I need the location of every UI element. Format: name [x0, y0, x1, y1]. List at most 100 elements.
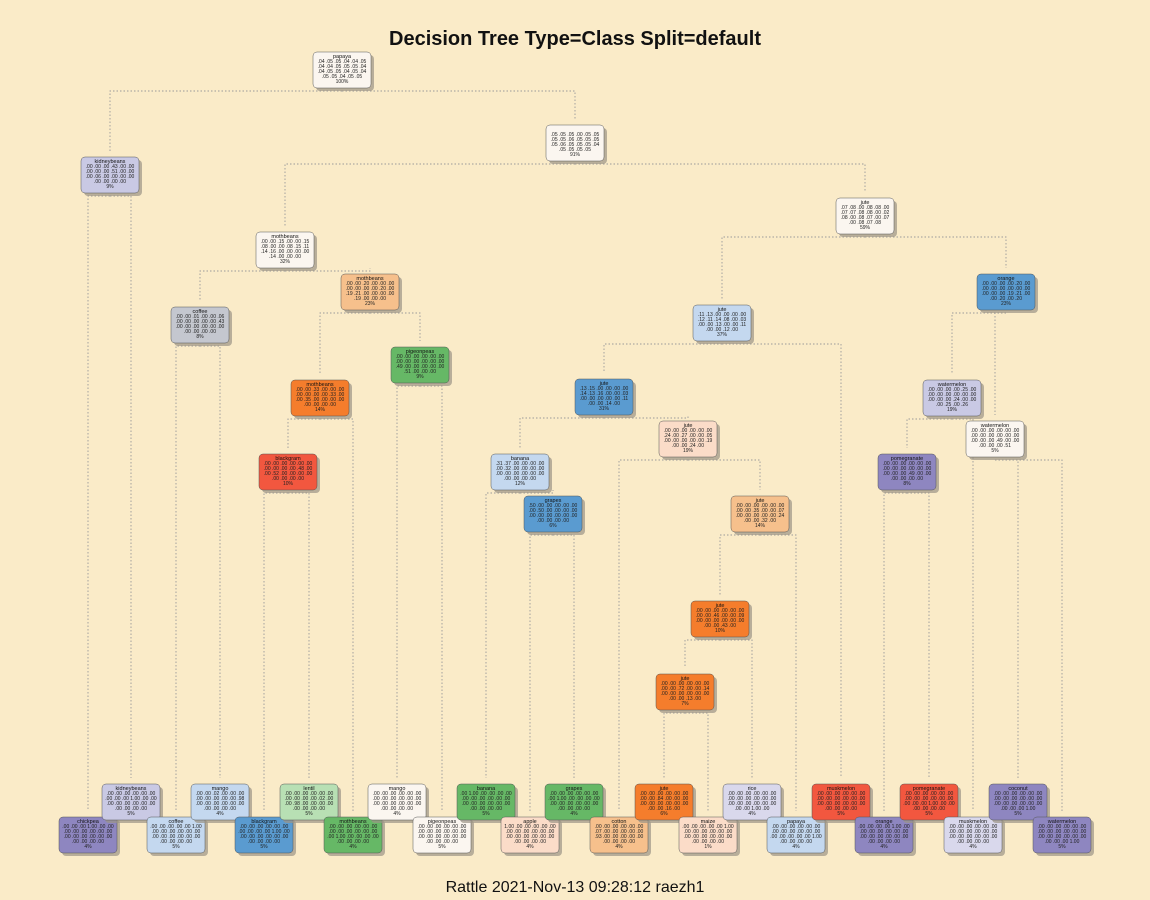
node-percent: 4% — [570, 811, 578, 817]
node-prob-row: .00 .00 .00 .00 .00 .00 — [196, 801, 245, 807]
node-box — [146, 816, 206, 854]
node-box — [500, 816, 560, 854]
node-prob-row: .00 .00 .00 .00 .00 .24 — [736, 513, 785, 519]
node-prob-row: .08 .00 .08 .07 .00 .07 — [841, 215, 890, 221]
node-prob-row: .00 .00 .33 .00 .00 .00 — [296, 387, 345, 393]
node-box — [255, 231, 315, 269]
node-class-label: orange — [875, 819, 892, 825]
tree-edge — [684, 639, 720, 668]
node-percent: 5% — [172, 844, 180, 850]
node-prob-row: .00 .00 .00 .00 — [115, 806, 147, 812]
node-box — [290, 379, 350, 417]
node-prob-row: .00 .00 .00 .00 — [381, 806, 413, 812]
node-prob-row: .00 .06 .00 .00 .00 .00 — [86, 174, 135, 180]
node-prob-row: .00 .00 .00 .00 — [337, 839, 369, 845]
node-prob-row: .00 .00 .00 .00 .00 .00 — [860, 834, 909, 840]
node-prob-row: .00 .00 .00 .00 .00 .00 — [329, 829, 378, 835]
node-prob-row: .00 .00 .43 .00 — [704, 623, 736, 629]
node-prob-row: .51 .00 .00 .00 — [404, 369, 436, 375]
node-prob-row: .14 .16 .00 .00 .00 .00 — [261, 249, 310, 255]
node-prob-row: .05 .05 .06 .05 .05 .05 — [551, 137, 600, 143]
node-box — [412, 816, 472, 854]
node-class-label: watermelon — [1047, 819, 1076, 825]
node-prob-row: .00 .00 .00 .00 .25 .00 — [928, 387, 977, 393]
node-prob-row: .04 .05 .05 .04 .04 .05 — [318, 59, 367, 65]
tree-edge — [553, 534, 575, 778]
split-node: banana.31 .37 .00 .00 .00 .00.00 .32 .00… — [490, 453, 552, 493]
split-node: jute.00 .00 .00 .00 .00 .00.24 .00 .27 .… — [658, 420, 720, 460]
leaf-node: mothbeans.00 .00 .00 .00 .00 .00.00 .00 … — [323, 816, 385, 856]
split-node: mothbeans.00 .00 .20 .00 .00 .00.00 .00 … — [340, 273, 402, 313]
node-prob-row: .00 .00 .00 .00 — [504, 476, 536, 482]
tree-edge — [995, 459, 1063, 811]
node-percent: 1% — [704, 844, 712, 850]
node-percent: 12% — [515, 481, 526, 487]
node-prob-row: .00 .00 .20 .00 .00 .00 — [346, 281, 395, 287]
tree-edge — [200, 345, 221, 778]
node-prob-row: .00 .08 .07 .08 — [849, 220, 881, 226]
node-prob-row: .00 .35 .00 .00 .00 .00 — [296, 397, 345, 403]
node-prob-row: .00 .00 .00 .00 1.00 .00 — [858, 824, 910, 830]
node-prob-row: .04 .05 .05 .04 .05 .04 — [318, 69, 367, 75]
split-node: orange.00 .00 .00 .00 .20 .00.00 .00 .00… — [976, 273, 1038, 313]
node-prob-row: .00 .00 .00 .00 .00 .00 — [817, 796, 866, 802]
node-prob-row: .31 .37 .00 .00 .00 .00 — [496, 461, 545, 467]
node-prob-row: .00 .00 .00 .00 .00 .00 — [728, 801, 777, 807]
leaf-node: kidneybeans .00 .00 .00 .00 .00 .00.00 .0… — [101, 783, 163, 823]
tree-edge — [721, 236, 865, 299]
node-prob-row: .00 .00 .00 .00 — [825, 806, 857, 812]
node-prob-row: .00 .00 .00 .00 — [204, 806, 236, 812]
node-percent: 5% — [260, 844, 268, 850]
split-node: watermelon.00 .00 .00 .00 .25 .00.00 .00… — [922, 379, 984, 419]
node-prob-row: .50 .00 .00 .00 .00 .00 — [529, 503, 578, 509]
node-prob-row: .00 .00 .00 .00 .00 .00 — [373, 801, 422, 807]
node-percent: 4% — [393, 811, 401, 817]
tree-edge — [575, 163, 866, 192]
leaf-node: maize.00 .00 .00 .00 .00 1.00.00 .00 .00… — [678, 816, 740, 856]
split-node: jute.11 .13 .00 .00 .00 .00.12 .11 .14 .… — [692, 304, 754, 344]
node-prob-row: .19 .21 .00 .00 .00 .00 — [346, 291, 395, 297]
node-percent: 4% — [792, 844, 800, 850]
node-prob-row: .00 .00 .00 .00 .00 .00 — [240, 824, 289, 830]
node-class-label: kidneybeans — [116, 786, 147, 792]
node-prob-row: .00 .00 .00 .00 .00 .00 — [64, 834, 113, 840]
node-prob-row: .00 .00 .00 .24 .00 .00 — [928, 397, 977, 403]
node-percent: 5% — [127, 811, 135, 817]
node-class-label: jute — [599, 381, 609, 387]
node-percent: 100% — [336, 79, 349, 85]
split-node: jute.00 .00 .00 .00 .00 .00.00 .00 .35 .… — [730, 495, 792, 535]
node-prob-row: .00 .32 .00 .00 .00 .00 — [496, 466, 545, 472]
node-prob-row: .00 .00 .00 .00 .00 .00 — [107, 801, 156, 807]
node-class-label: pomegranate — [891, 456, 923, 462]
node-prob-row: .00 .00 .00 .00 .00 .00 — [1038, 829, 1087, 835]
node-class-label: banana — [477, 786, 496, 792]
node-class-label: mothbeans — [306, 382, 333, 388]
leaf-node: cotton.00 .00 .00 .00 .00 .00.07 .00 .00… — [589, 816, 651, 856]
split-node: grapes.50 .00 .00 .00 .00 .00.00 .50 .00… — [523, 495, 585, 535]
node-prob-row: .00 .00 .00 .00 .00 .00 — [462, 796, 511, 802]
tree-edge — [907, 492, 930, 778]
node-prob-row: .00 .00 .00 .00 .00 .00 — [994, 801, 1043, 807]
tree-edge — [370, 312, 421, 341]
tree-edge — [618, 459, 688, 811]
leaf-node: muskmelon.00 .00 .00 .00 .00 .00.00 .00 … — [943, 816, 1005, 856]
node-prob-row: .00 .00 .14 .00 — [588, 401, 620, 407]
node-percent: 5% — [305, 811, 313, 817]
leaf-node: muskmelon.00 .00 .00 .00 .00 .00.00 .00 … — [811, 783, 873, 823]
node-box — [854, 816, 914, 854]
node-class-label: jute — [717, 307, 727, 313]
node-prob-row: .00 .00 .13 .00 .00 .11 — [698, 322, 746, 328]
node-box — [690, 600, 750, 638]
tree-edge — [396, 385, 420, 778]
node-prob-row: .49 .00 .00 .00 .00 .00 — [396, 364, 445, 370]
node-prob-row: .00 .00 .00 .49 .00 .00 — [971, 438, 1020, 444]
node-prob-row: .07 .00 .00 .00 .00 .00 — [595, 829, 644, 835]
leaf-node: watermelon.00 .00 .00 .00 .00 .00.00 .00… — [1032, 816, 1094, 856]
node-prob-row: .00 .00 .00 .00 — [184, 329, 216, 335]
node-prob-row: .00 .00 .00 .00 — [426, 839, 458, 845]
node-prob-row: .00 .00 .00 .00 .20 .00 — [982, 281, 1031, 287]
node-box — [1032, 816, 1092, 854]
node-prob-row: .05 .06 .05 .05 .05 .04 — [551, 142, 600, 148]
tree-edge — [663, 712, 685, 778]
node-class-label: mango — [212, 786, 229, 792]
